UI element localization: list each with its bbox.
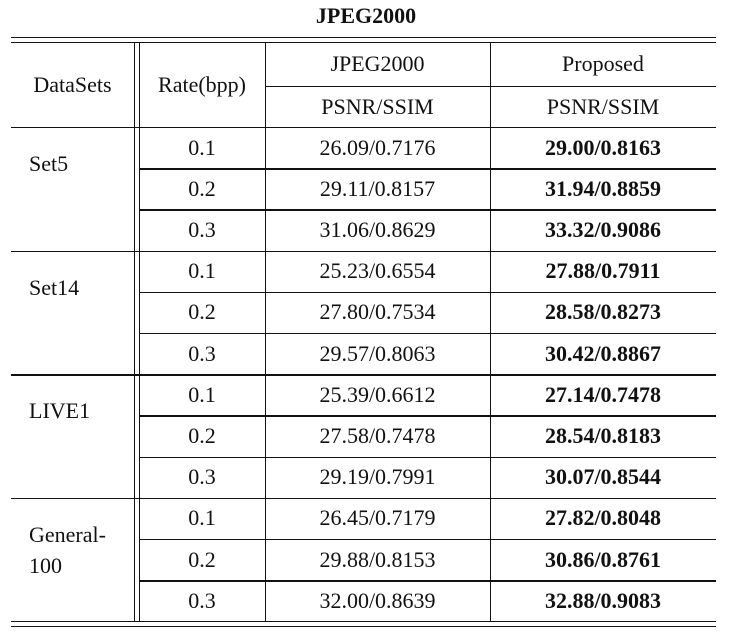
- rate-cell: 0.1: [188, 258, 216, 284]
- proposed-value-cell: 32.88/0.9083: [544, 587, 662, 613]
- bottom-rule-inner: [11, 626, 716, 628]
- row-divider: [139, 291, 716, 294]
- proposed-value-cell: 30.07/0.8544: [544, 464, 662, 490]
- vertical-rule-left: [134, 42, 136, 621]
- jpeg2000-value-cell: 31.06/0.8629: [319, 216, 436, 242]
- rate-cell: 0.2: [188, 422, 216, 448]
- jpeg2000-value-cell: 32.00/0.8639: [319, 587, 436, 613]
- rate-cell: 0.2: [188, 299, 216, 325]
- vertical-rule-mid: [265, 42, 267, 621]
- proposed-value-cell: 27.82/0.8048: [544, 505, 662, 531]
- dataset-label: General- 100: [29, 521, 106, 578]
- header-psnr-ssim-jpeg2000: PSNR/SSIM: [321, 93, 434, 119]
- group-divider: [11, 374, 716, 376]
- row-divider: [139, 539, 716, 541]
- rate-cell: 0.2: [188, 175, 216, 201]
- rate-cell: 0.3: [188, 464, 216, 490]
- rate-cell: 0.3: [188, 216, 216, 242]
- header-bottom-rule: [11, 127, 716, 129]
- proposed-value-cell: 29.00/0.8163: [544, 134, 662, 160]
- row-divider: [139, 168, 716, 170]
- jpeg2000-value-cell: 29.88/0.8153: [319, 546, 436, 572]
- rate-cell: 0.3: [188, 340, 216, 366]
- header-proposed: Proposed: [562, 51, 644, 76]
- jpeg2000-value-cell: 29.19/0.7991: [319, 464, 436, 490]
- rate-cell: 0.1: [188, 505, 216, 531]
- row-divider: [139, 209, 716, 211]
- group-divider: [11, 250, 716, 252]
- bottom-rule: [11, 621, 716, 623]
- row-divider: [139, 580, 716, 582]
- group-divider: [11, 497, 716, 500]
- row-divider: [139, 415, 716, 417]
- dataset-label: LIVE1: [29, 398, 91, 424]
- jpeg2000-value-cell: 27.58/0.7478: [319, 422, 436, 448]
- rate-cell: 0.1: [188, 134, 216, 160]
- header-jpeg2000: JPEG2000: [330, 51, 425, 76]
- proposed-value-cell: 28.54/0.8183: [544, 422, 662, 448]
- vertical-rule-right: [490, 42, 492, 621]
- header-datasets: DataSets: [33, 71, 112, 97]
- top-rule: [11, 37, 716, 39]
- proposed-value-cell: 33.32/0.9086: [544, 216, 662, 242]
- top-rule-inner: [11, 42, 716, 44]
- rate-cell: 0.1: [188, 381, 216, 407]
- jpeg2000-value-cell: 25.23/0.6554: [319, 258, 436, 284]
- table-caption: JPEG2000: [315, 3, 417, 28]
- jpeg2000-value-cell: 26.09/0.7176: [319, 134, 436, 160]
- row-divider: [139, 456, 716, 458]
- vertical-rule-left-double: [139, 42, 141, 621]
- rate-cell: 0.2: [188, 546, 216, 572]
- proposed-value-cell: 30.86/0.8761: [544, 546, 662, 572]
- header-rate: Rate(bpp): [158, 71, 246, 97]
- jpeg2000-value-cell: 26.45/0.7179: [319, 505, 436, 531]
- rate-cell: 0.3: [188, 587, 216, 613]
- proposed-value-cell: 27.88/0.7911: [545, 258, 661, 284]
- header-psnr-ssim-proposed: PSNR/SSIM: [546, 93, 660, 119]
- jpeg2000-value-cell: 27.80/0.7534: [319, 299, 436, 325]
- jpeg2000-value-cell: 29.57/0.8063: [319, 340, 436, 366]
- proposed-value-cell: 27.14/0.7478: [544, 381, 662, 407]
- jpeg2000-value-cell: 29.11/0.8157: [319, 175, 436, 201]
- dataset-label: Set5: [29, 151, 69, 176]
- proposed-value-cell: 30.42/0.8867: [544, 340, 662, 366]
- proposed-value-cell: 31.94/0.8859: [544, 175, 662, 201]
- jpeg2000-value-cell: 25.39/0.6612: [319, 381, 436, 407]
- dataset-label: Set14: [29, 274, 80, 300]
- row-divider: [139, 333, 716, 335]
- proposed-value-cell: 28.58/0.8273: [544, 299, 662, 325]
